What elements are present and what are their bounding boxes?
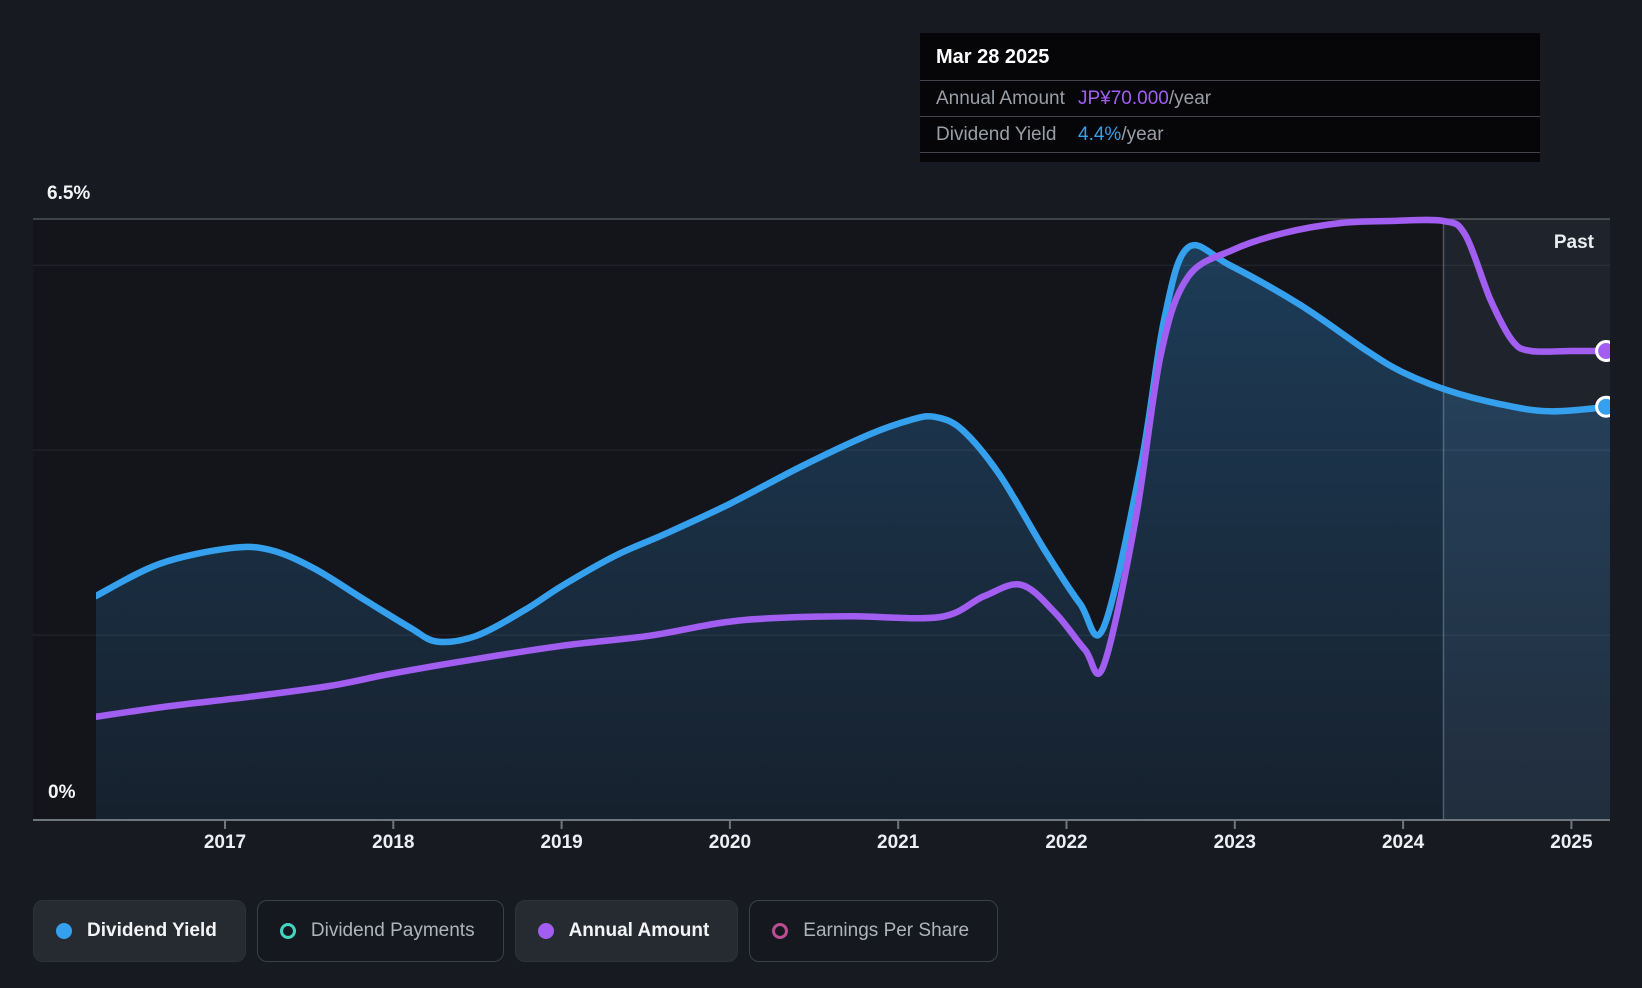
annual-amount-endpoint-dot	[1595, 340, 1610, 362]
tooltip-suffix: /year	[1168, 88, 1212, 109]
tooltip-date: Mar 28 2025	[936, 46, 1050, 68]
tooltip-value: JP¥70.000	[1078, 88, 1169, 109]
y-axis-label-top: 6.5%	[47, 183, 91, 204]
earnings-per-share-marker-icon	[772, 923, 789, 939]
tooltip-row-annual-amount: Annual Amount JP¥70.000/year	[920, 80, 1540, 116]
legend-item-label: Dividend Payments	[310, 920, 475, 941]
x-axis-label-2024: 2024	[1381, 832, 1425, 853]
legend-item-label: Earnings Per Share	[803, 920, 970, 941]
tooltip-label: Annual Amount	[936, 88, 1065, 109]
dividend-yield-line	[96, 242, 1610, 646]
x-axis-label-2019: 2019	[540, 832, 583, 853]
tooltip-suffix: /year	[1121, 124, 1164, 145]
tooltip-row-dividend-yield: Dividend Yield 4.4%/year	[920, 116, 1540, 152]
x-axis-label-2017: 2017	[203, 832, 247, 853]
x-axis-label-2025: 2025	[1550, 832, 1593, 853]
x-axis-label-2021: 2021	[877, 832, 920, 853]
legend-item-dividend-payments[interactable]: Dividend Payments	[256, 900, 504, 962]
past-region-band	[1443, 218, 1610, 820]
legend-item-label: Annual Amount	[568, 920, 710, 941]
x-axis-label-2020: 2020	[708, 832, 752, 853]
annual-amount-line	[96, 216, 1610, 720]
dividend-yield-area	[96, 245, 1610, 820]
y-axis-label-bottom: 0%	[48, 782, 76, 803]
legend-item-label: Dividend Yield	[87, 920, 217, 941]
legend-item-dividend-yield[interactable]: Dividend Yield	[33, 900, 246, 962]
tooltip-label: Dividend Yield	[936, 124, 1057, 145]
x-axis-label-2023: 2023	[1213, 832, 1256, 853]
chart-legend: Dividend Yield Dividend Payments Annual Am…	[33, 900, 999, 962]
legend-item-annual-amount[interactable]: Annual Amount	[514, 900, 739, 962]
tooltip-value: 4.4%	[1078, 124, 1122, 145]
x-axis-label-2022: 2022	[1045, 832, 1088, 853]
annual-amount-marker-icon	[537, 923, 554, 939]
tooltip: Mar 28 2025 Annual Amount JP¥70.000/year…	[920, 33, 1540, 162]
dividend-yield-marker-icon	[56, 923, 72, 939]
past-region-label: Past	[1553, 232, 1594, 253]
dividend-yield-endpoint-dot	[1595, 395, 1610, 418]
legend-item-earnings-per-share[interactable]: Earnings Per Share	[749, 900, 999, 962]
x-axis-label-2018: 2018	[372, 832, 415, 853]
dividend-payments-marker-icon	[279, 923, 296, 939]
